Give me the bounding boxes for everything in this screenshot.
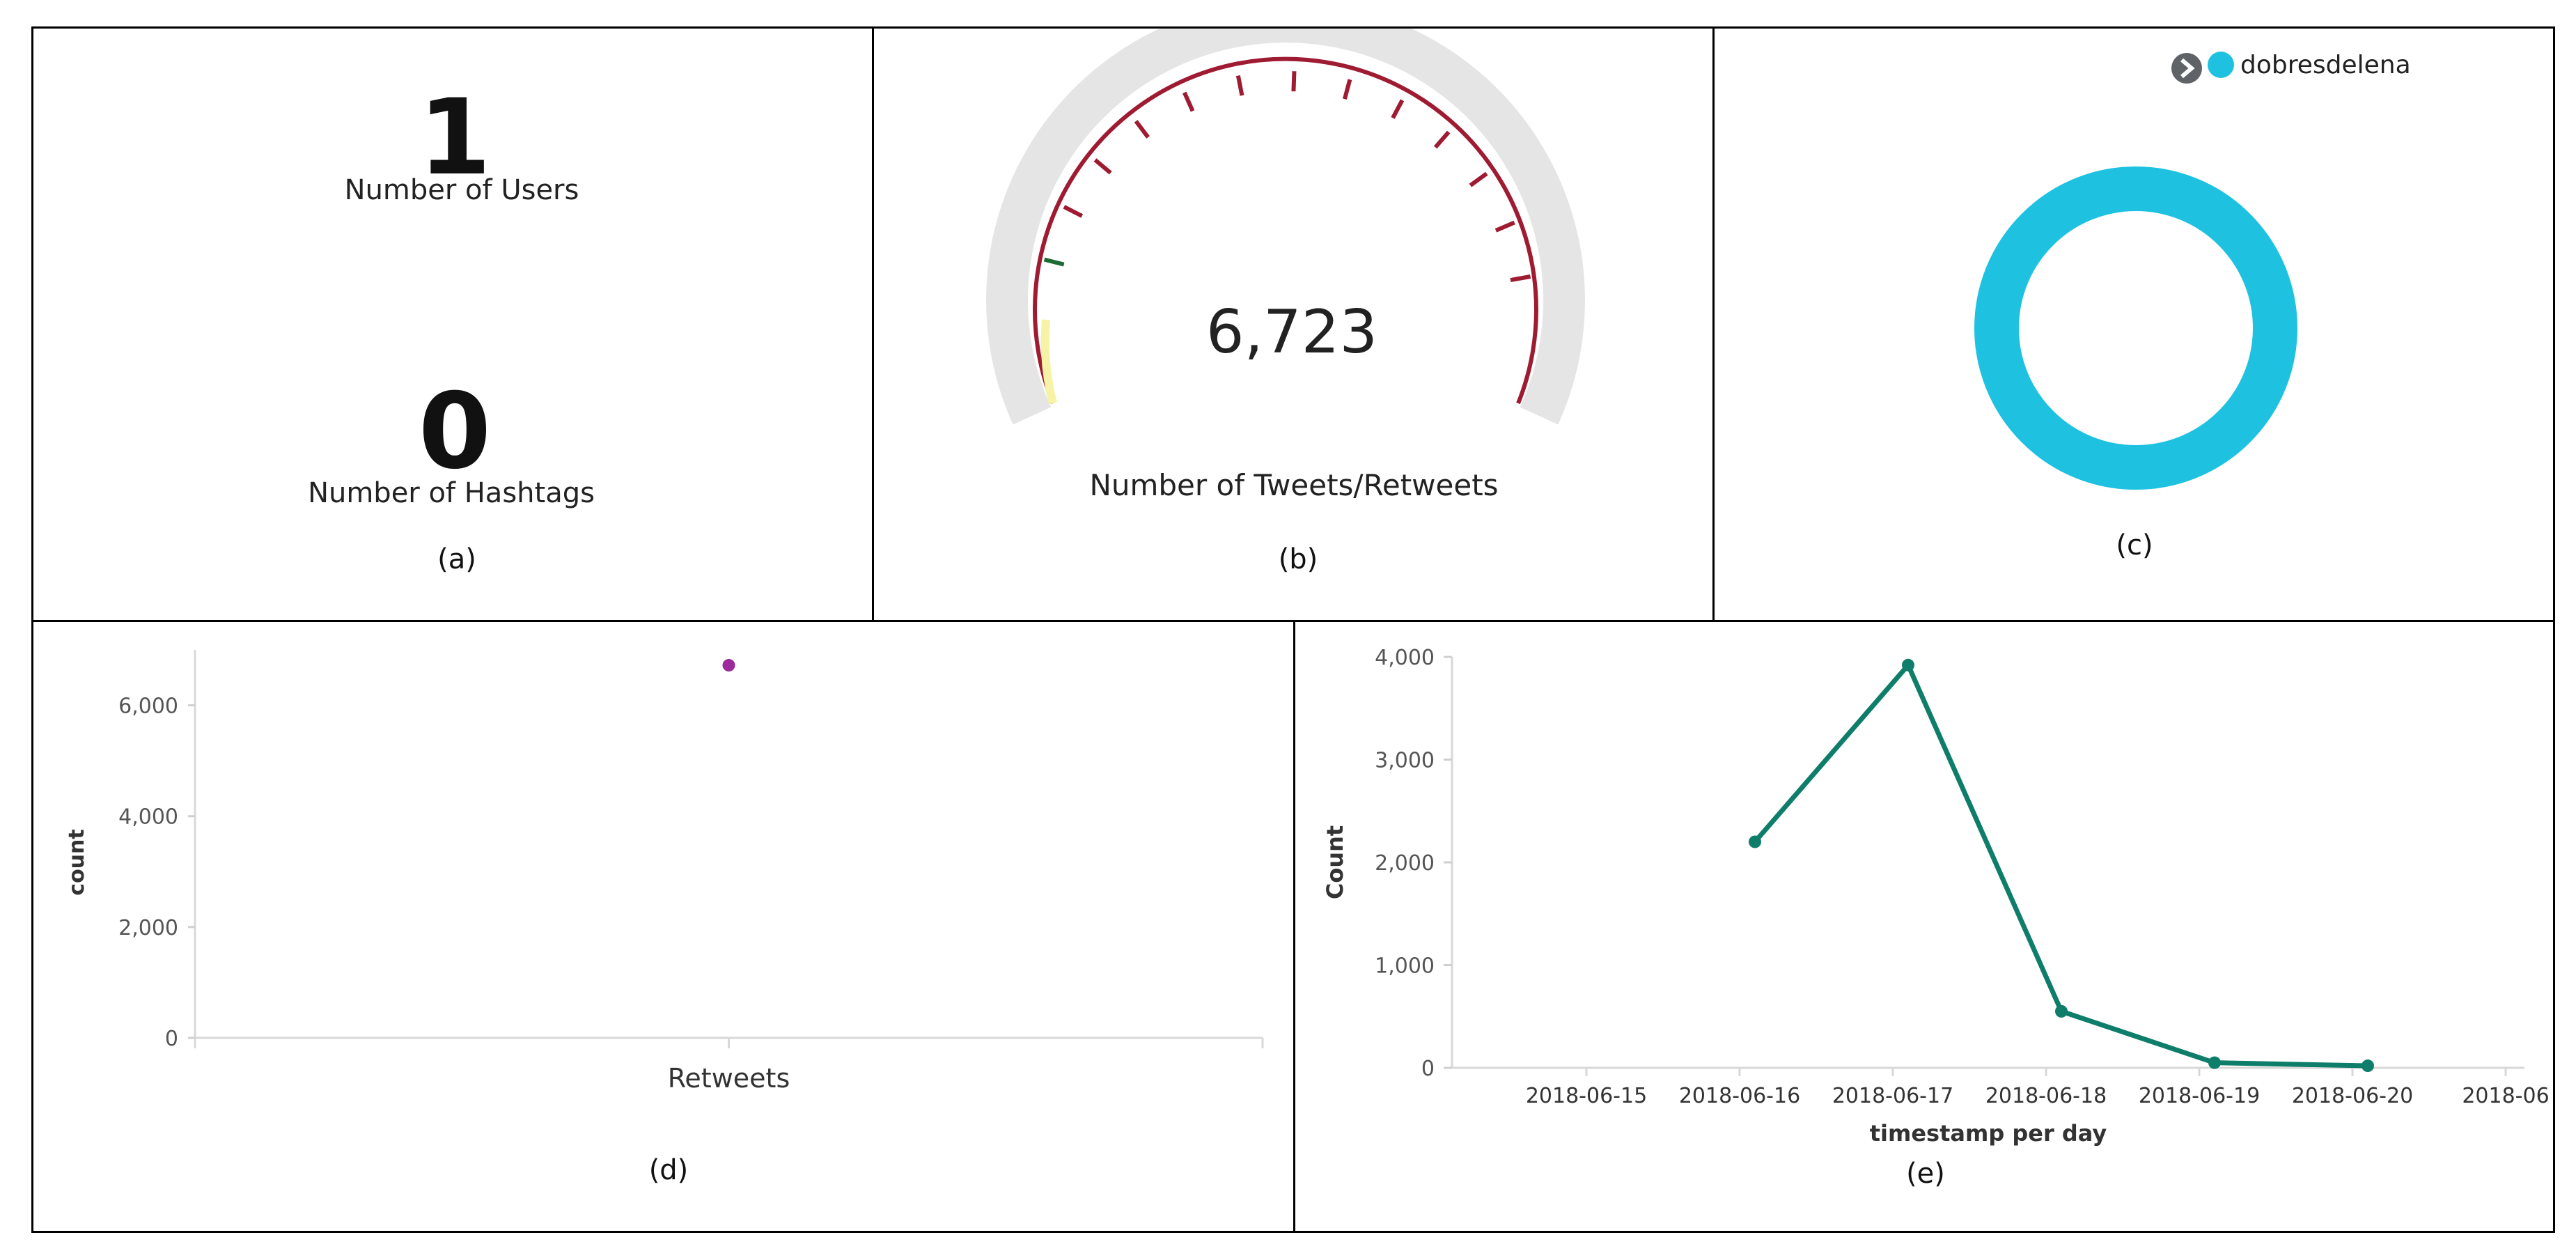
- gauge-tick: [1235, 75, 1244, 96]
- caption-d: (d): [649, 1154, 689, 1186]
- data-point[interactable]: [722, 659, 735, 672]
- data-point[interactable]: [1749, 835, 1761, 848]
- y-tick-label: 4,000: [1375, 646, 1435, 670]
- scatter-chart: 0 2,000 4,000 6,000 Retweets count (d): [65, 650, 1264, 1186]
- gauge-tick: [1433, 130, 1451, 149]
- scatter-panel: 0 2,000 4,000 6,000 Retweets count (d): [31, 620, 1295, 1233]
- gauge-track: [986, 29, 1585, 425]
- data-point[interactable]: [2055, 1004, 2068, 1018]
- y-tick-label: 1,000: [1375, 954, 1435, 979]
- gauge-ticks: [1043, 71, 1531, 282]
- gauge-tick: [1342, 79, 1352, 100]
- gauge-tick: [1093, 158, 1112, 175]
- data-point[interactable]: [2208, 1056, 2221, 1069]
- hashtags-label: Number of Hashtags: [308, 477, 595, 509]
- gauge-tick: [1291, 71, 1297, 92]
- caption-e: (e): [1906, 1158, 1945, 1190]
- gauge-tick: [1510, 274, 1531, 282]
- y-tick-label: 0: [165, 1027, 178, 1051]
- x-tick-label: 2018-06-16: [1679, 1084, 1800, 1108]
- users-count: 1: [419, 77, 491, 199]
- donut-slice[interactable]: [1974, 166, 2297, 490]
- hashtags-count: 0: [419, 371, 491, 492]
- y-tick-label: 2,000: [1375, 851, 1435, 876]
- gauge-tick: [1134, 120, 1150, 139]
- line-chart: 0 1,000 2,000 3,000 4,000 2018-06-15 2018-06-…: [1322, 646, 2550, 1190]
- metrics-panel: 1 Number of Users 0 Number of Hashtags (…: [31, 26, 874, 622]
- y-axis-title: Count: [1322, 825, 1348, 899]
- y-tick-label: 2,000: [118, 916, 178, 940]
- gauge-tick: [1182, 91, 1195, 112]
- data-point[interactable]: [2362, 1059, 2374, 1073]
- gauge-tick: [1469, 171, 1488, 187]
- gauge-tick: [1494, 220, 1515, 233]
- gauge-tick: [1063, 205, 1084, 218]
- data-point[interactable]: [1902, 658, 1914, 671]
- y-tick-label: 4,000: [118, 805, 178, 830]
- y-tick-label: 3,000: [1375, 749, 1435, 773]
- legend-item-dobresdelena[interactable]: dobresdelena: [2240, 51, 2411, 79]
- gauge-label: Number of Tweets/Retweets: [1089, 468, 1498, 502]
- x-tick-label: 2018-06-17: [1832, 1084, 1953, 1108]
- x-tick-label: Retweets: [668, 1063, 790, 1094]
- y-axis-title: count: [65, 829, 89, 895]
- gauge-value: 6,723: [1206, 297, 1377, 367]
- x-tick-label: 2018-06-19: [2139, 1084, 2260, 1108]
- x-tick-label: 2018-06: [2462, 1084, 2549, 1108]
- y-tick-label: 6,000: [118, 694, 178, 719]
- gauge-tick: [1043, 257, 1065, 267]
- caption-c: (c): [2116, 529, 2153, 561]
- line-panel: 0 1,000 2,000 3,000 4,000 2018-06-15 2018-06-…: [1293, 620, 2555, 1233]
- x-tick-label: 2018-06-15: [1526, 1084, 1647, 1108]
- legend-swatch: [2208, 52, 2234, 78]
- y-tick-label: 0: [1421, 1057, 1435, 1081]
- gauge-low-range: [1040, 319, 1057, 405]
- gauge-panel: 6,723 Number of Tweets/Retweets (b): [872, 26, 1715, 622]
- caption-a: (a): [437, 543, 476, 575]
- x-tick-label: 2018-06-20: [2292, 1084, 2413, 1108]
- gauge-tick: [1391, 99, 1405, 119]
- donut-panel: dobresdelena (c): [1712, 26, 2555, 622]
- users-label: Number of Users: [345, 174, 579, 206]
- caption-b: (b): [1279, 543, 1318, 575]
- x-axis-title: timestamp per day: [1870, 1120, 2107, 1147]
- gauge-value-arc: [1033, 56, 1538, 405]
- legend-toggle-icon[interactable]: [2171, 53, 2202, 84]
- x-tick-label: 2018-06-18: [1985, 1084, 2107, 1108]
